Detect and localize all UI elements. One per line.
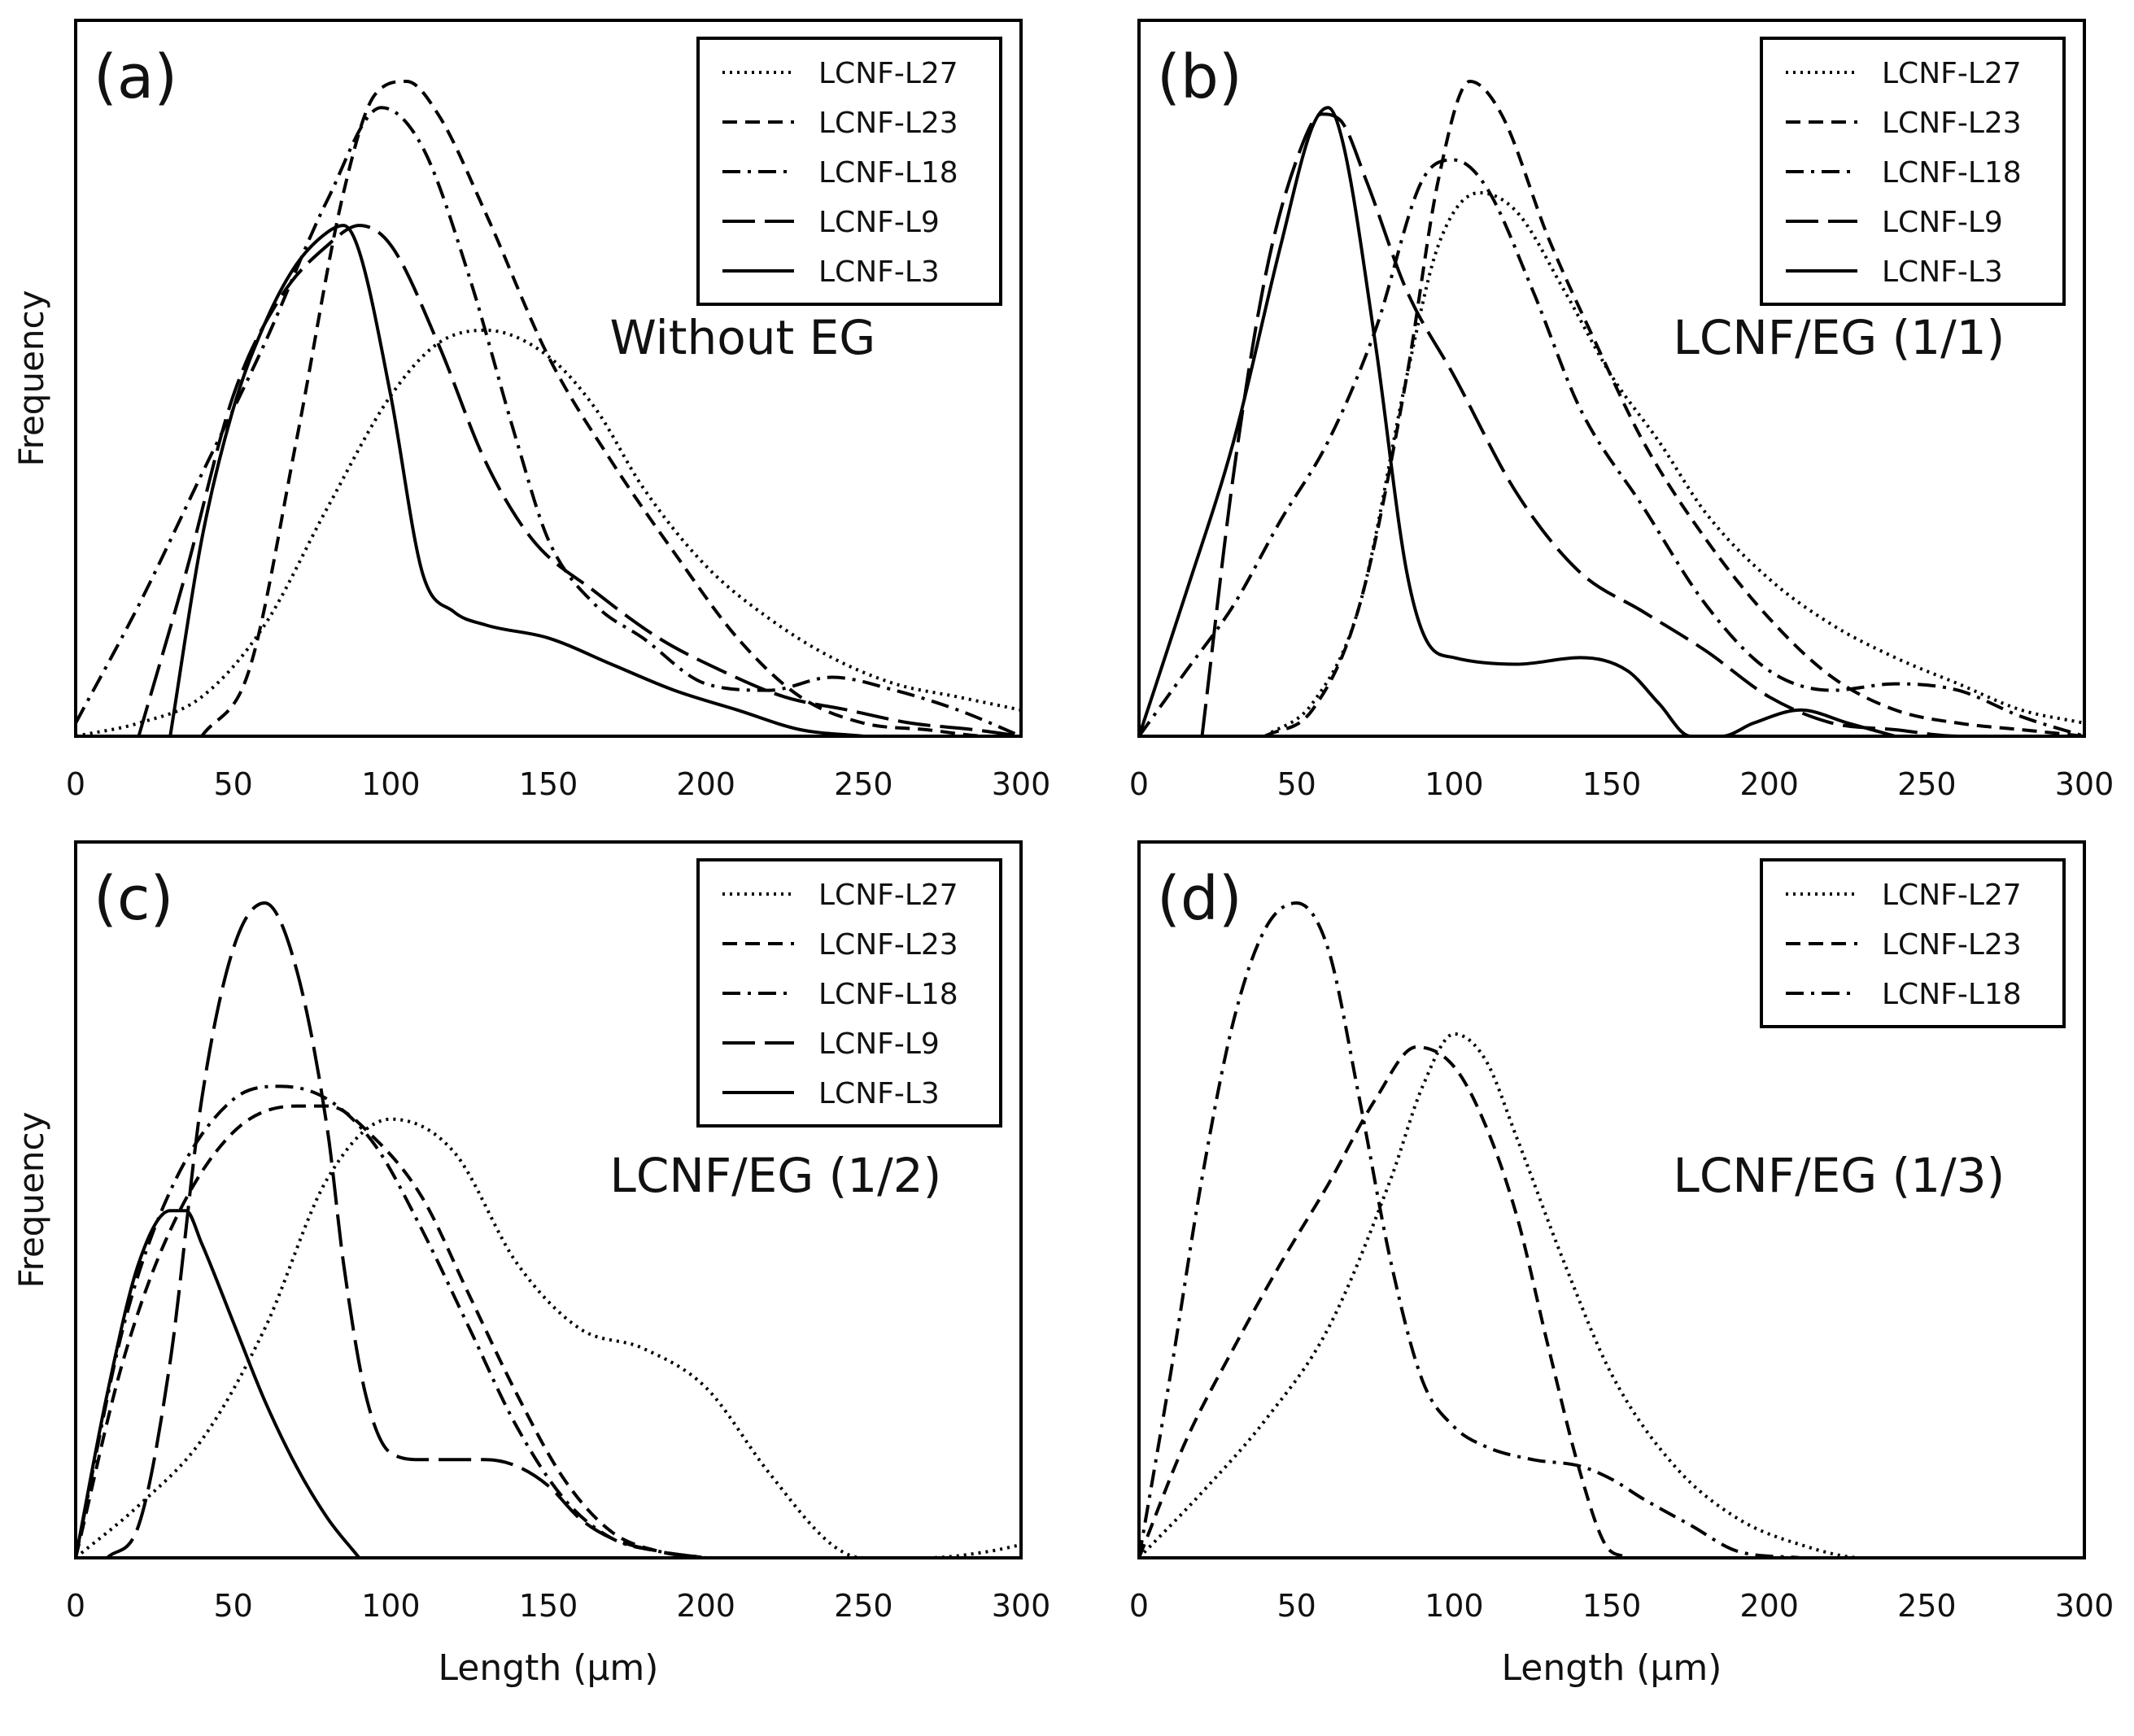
x-tick-label: 200 <box>1739 1588 1799 1624</box>
series-line-lcnf-l23 <box>1139 1045 1629 1558</box>
y-axis-title: Frequency <box>11 1112 51 1289</box>
legend-label: LCNF-L18 <box>1882 156 2022 190</box>
x-tick-label: 150 <box>519 1588 578 1624</box>
series-line-lcnf-l18 <box>76 1084 706 1558</box>
panel-annotation: LCNF/EG (1/1) <box>1674 310 2005 365</box>
plot-frame <box>74 19 1023 738</box>
x-tick-label: 100 <box>361 1588 421 1624</box>
plot-frame <box>74 840 1023 1559</box>
x-tick-label: 0 <box>66 766 85 802</box>
series-line-lcnf-l18 <box>1139 158 2084 736</box>
legend-label: LCNF-L18 <box>1882 978 2022 1011</box>
series-group <box>1139 901 2084 1558</box>
series-line-lcnf-l23 <box>76 1104 706 1558</box>
legend: LCNF-L27 LCNF-L23 LCNF-L18 LCNF-L9 LCNF-L3 <box>696 37 1002 306</box>
series-line-lcnf-l3 <box>1139 106 1896 736</box>
legend: LCNF-L27 LCNF-L23 LCNF-L18 LCNF-L9 LCNF-L3 <box>696 858 1002 1128</box>
x-axis-title: Length (µm) <box>439 1647 659 1689</box>
series-group <box>1139 80 2084 736</box>
panel-d: 0 50 100 150 200 250 300 Length (µm) (d) LCNF/EG … <box>1129 840 2114 1689</box>
panel-annotation: LCNF/EG (1/3) <box>1674 1148 2005 1203</box>
x-tick-label: 300 <box>2055 766 2114 802</box>
legend-label: LCNF-L23 <box>818 928 958 962</box>
x-tick-label: 150 <box>1582 766 1642 802</box>
x-tick-label: 100 <box>1425 1588 1484 1624</box>
panel-letter: (d) <box>1157 864 1242 934</box>
series-line-lcnf-l23 <box>200 80 1021 736</box>
legend-label: LCNF-L27 <box>818 879 958 912</box>
legend-label: LCNF-L27 <box>818 57 958 90</box>
x-tick-label: 250 <box>834 766 893 802</box>
legend-label: LCNF-L9 <box>818 206 940 239</box>
series-line-lcnf-l18 <box>1139 901 1801 1558</box>
legend-label: LCNF-L3 <box>818 255 940 289</box>
plot-frame <box>1137 19 2086 738</box>
series-group <box>76 901 1021 1558</box>
x-tick-label: 300 <box>992 766 1051 802</box>
x-tick-label: 50 <box>213 766 252 802</box>
x-tick-label: 0 <box>66 1588 85 1624</box>
legend-label: LCNF-L23 <box>818 107 958 140</box>
legend-label: LCNF-L18 <box>818 978 958 1011</box>
x-tick-label: 250 <box>1897 766 1957 802</box>
plot-frame <box>1137 840 2086 1559</box>
x-tick-label: 100 <box>1425 766 1484 802</box>
x-tick-label: 250 <box>1897 1588 1957 1624</box>
series-line-lcnf-l18 <box>76 106 1021 736</box>
panel-c: 0 50 100 150 200 250 300 Frequency Length (µm) (c… <box>11 840 1051 1689</box>
panel-annotation: Without EG <box>610 310 876 365</box>
x-axis-title: Length (µm) <box>1502 1647 1722 1689</box>
series-line-lcnf-l27 <box>76 1117 1021 1558</box>
panel-letter: (b) <box>1157 42 1242 112</box>
legend-label: LCNF-L3 <box>818 1077 940 1110</box>
series-line-lcnf-l23 <box>1263 80 2084 736</box>
x-tick-label: 150 <box>519 766 578 802</box>
series-line-lcnf-l9 <box>106 901 706 1558</box>
panel-annotation: LCNF/EG (1/2) <box>610 1148 942 1203</box>
panel-a: 0 50 100 150 200 250 300 Frequency (a) Without EG… <box>11 19 1051 802</box>
series-line-lcnf-l3 <box>168 224 864 736</box>
series-group <box>76 80 1021 736</box>
legend-label: LCNF-L9 <box>1882 206 2003 239</box>
series-line-lcnf-l27 <box>1139 1032 2084 1558</box>
panel-letter: (c) <box>94 864 173 934</box>
x-tick-label: 300 <box>2055 1588 2114 1624</box>
x-tick-label: 200 <box>676 1588 735 1624</box>
x-tick-label: 0 <box>1129 766 1149 802</box>
legend-label: LCNF-L23 <box>1882 928 2022 962</box>
series-line-lcnf-l27 <box>76 328 1021 736</box>
panel-b: 0 50 100 150 200 250 300(b)LCNF/EG (1/1)LCNF-L… <box>1129 19 2114 802</box>
legend-label: LCNF-L3 <box>1882 255 2003 289</box>
x-tick-label: 0 <box>1129 1588 1149 1624</box>
x-tick-label: 200 <box>676 766 735 802</box>
x-tick-label: 200 <box>1739 766 1799 802</box>
x-tick-label: 300 <box>992 1588 1051 1624</box>
legend-label: LCNF-L27 <box>1882 879 2022 912</box>
legend: LCNF-L27 LCNF-L23 LCNF-L18 LCNF-L9 LCNF-L3 <box>1760 37 2066 306</box>
y-axis-title: Frequency <box>11 290 51 467</box>
series-line-lcnf-l3 <box>76 1209 361 1558</box>
legend-label: LCNF-L18 <box>818 156 958 190</box>
x-tick-label: 50 <box>1276 1588 1316 1624</box>
x-tick-label: 100 <box>361 766 421 802</box>
legend-label: LCNF-L9 <box>818 1027 940 1061</box>
x-tick-label: 50 <box>1276 766 1316 802</box>
x-tick-label: 150 <box>1582 1588 1642 1624</box>
x-tick-label: 250 <box>834 1588 893 1624</box>
legend: LCNF-L27 LCNF-L23 LCNF-L18 <box>1760 858 2066 1028</box>
legend-label: LCNF-L27 <box>1882 57 2022 90</box>
panel-letter: (a) <box>94 42 177 112</box>
x-tick-label: 50 <box>213 1588 252 1624</box>
series-line-lcnf-l9 <box>137 224 1021 736</box>
legend-label: LCNF-L23 <box>1882 107 2022 140</box>
